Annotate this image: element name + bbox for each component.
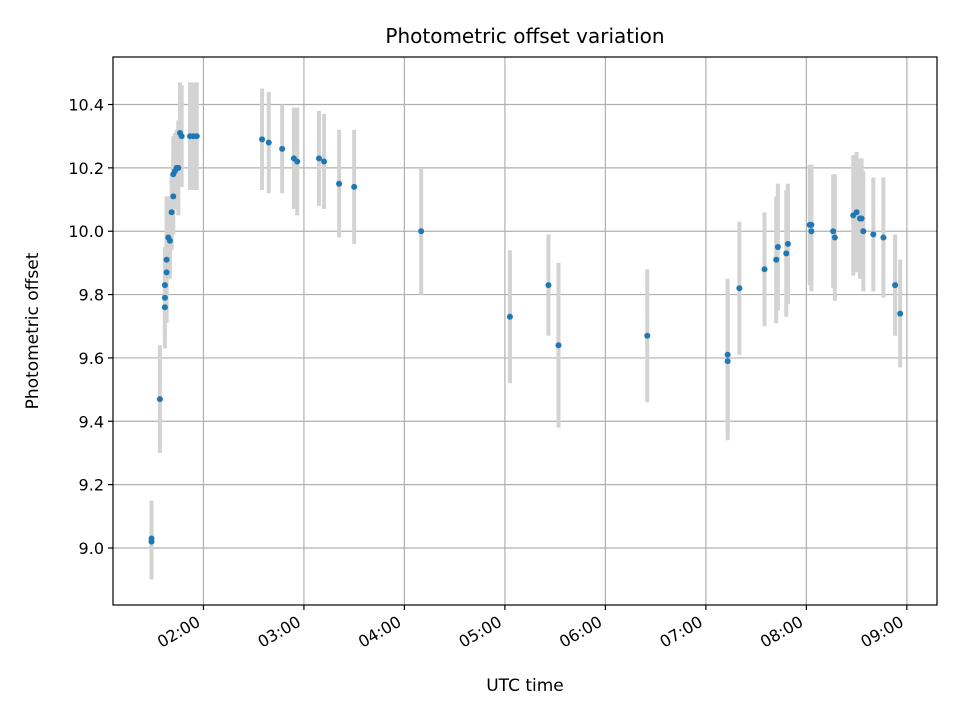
data-point: [736, 285, 743, 292]
x-axis-label: UTC time: [486, 676, 564, 696]
data-point: [761, 266, 768, 273]
data-point: [163, 269, 170, 276]
y-axis-label: Photometric offset: [23, 252, 43, 409]
data-point: [156, 396, 163, 403]
y-tick-label: 9.2: [79, 476, 104, 495]
data-point: [808, 221, 815, 228]
data-point: [163, 256, 170, 263]
data-point: [892, 282, 899, 289]
data-point: [724, 358, 731, 365]
y-tick-label: 10.0: [68, 222, 104, 241]
data-point: [316, 155, 322, 162]
data-point: [858, 215, 865, 222]
data-point: [784, 240, 791, 247]
data-point: [193, 133, 200, 140]
data-point: [506, 313, 513, 320]
data-point: [148, 535, 155, 542]
data-point: [161, 294, 168, 301]
point-layer: [148, 130, 904, 545]
data-point: [555, 342, 562, 349]
data-point: [265, 139, 272, 146]
data-point: [178, 133, 185, 140]
data-point: [294, 158, 301, 165]
y-tick-label: 9.6: [79, 349, 104, 368]
data-point: [168, 209, 175, 216]
y-tick-label: 9.8: [79, 286, 104, 305]
data-point: [880, 234, 887, 241]
data-point: [161, 304, 168, 311]
data-point: [259, 136, 266, 143]
data-point: [853, 209, 860, 216]
data-point: [774, 244, 781, 251]
data-point: [170, 193, 177, 200]
data-point: [418, 228, 425, 235]
data-point: [724, 351, 731, 358]
data-point: [351, 183, 358, 190]
y-tick-label: 10.2: [68, 159, 104, 178]
chart-title: Photometric offset variation: [385, 24, 664, 48]
data-point: [336, 180, 343, 187]
data-point: [870, 231, 877, 238]
data-point: [808, 228, 815, 235]
data-point: [644, 332, 651, 339]
data-point: [860, 228, 867, 235]
data-point: [783, 250, 790, 257]
y-tick-label: 9.0: [79, 539, 104, 558]
data-point: [830, 228, 837, 235]
data-point: [161, 282, 168, 289]
y-tick-label: 9.4: [79, 412, 104, 431]
data-point: [773, 256, 780, 263]
data-point: [321, 158, 328, 165]
data-point: [831, 234, 838, 241]
data-point: [897, 310, 904, 317]
y-tick-label: 10.4: [68, 96, 104, 115]
data-point: [175, 164, 182, 171]
data-point: [279, 145, 286, 152]
data-point: [166, 237, 173, 244]
plot-frame: [112, 56, 938, 606]
data-point: [545, 282, 552, 289]
grid-layer: [113, 57, 937, 605]
